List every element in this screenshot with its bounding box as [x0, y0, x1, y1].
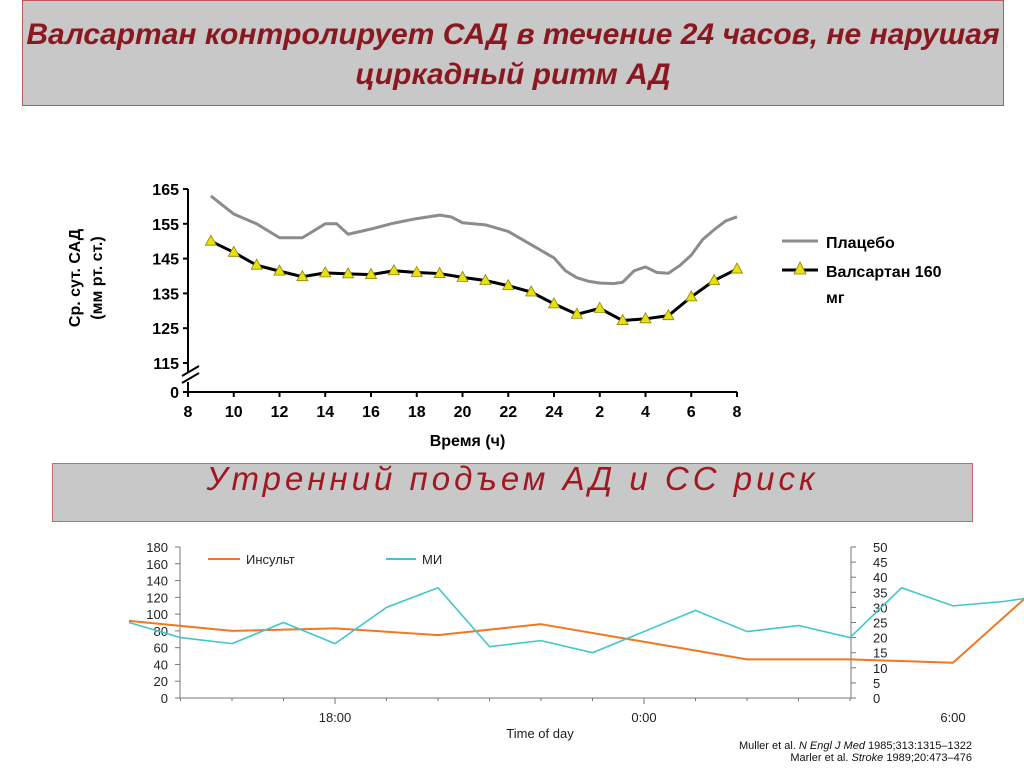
- x-tick-label: 24: [545, 404, 563, 421]
- reference-1-authors: Muller et al.: [738, 740, 799, 752]
- axis-break-mark: [181, 372, 200, 384]
- reference-2-details: 1989;20:473–476: [883, 752, 972, 764]
- reference-1-details: 1985;313:1315–1322: [864, 740, 972, 752]
- y-tick-label: 125: [152, 321, 179, 338]
- valsartan-point: [547, 297, 561, 309]
- legend-valsartan-marker: [793, 261, 807, 275]
- x-tick-label: 6: [687, 404, 696, 421]
- x-tick-label: 18: [408, 404, 426, 421]
- valsartan-point: [662, 308, 675, 321]
- legend-valsartan-label: Валсартан 160 мг: [826, 264, 942, 307]
- x-axis-label: Время (ч): [430, 433, 506, 450]
- valsartan-point: [639, 311, 652, 324]
- valsartan-point: [319, 266, 332, 278]
- axis-break-mark: [181, 365, 200, 377]
- reference-2: Marler et al. Stroke 1989;20:473–476: [790, 752, 972, 764]
- legend-valsartan-label-line: мг: [826, 290, 845, 307]
- legend-placebo-label: Плацебо: [826, 235, 895, 252]
- y-tick-label: 155: [152, 217, 179, 234]
- valsartan-point: [227, 245, 240, 257]
- banner: Утренний подъем АД и СС риск: [52, 460, 973, 522]
- valsartan-point: [616, 313, 629, 325]
- valsartan-point: [707, 273, 721, 285]
- x-tick-label: 10: [225, 404, 243, 421]
- y-axis-label-line: (мм рт. ст.): [89, 236, 106, 319]
- valsartan-point: [250, 258, 263, 270]
- x-tick-label: 8: [733, 404, 742, 421]
- y-tick-label: 165: [152, 182, 179, 199]
- x-tick-label: 8: [184, 404, 193, 421]
- valsartan-point: [570, 307, 584, 319]
- x-tick-label: 4: [641, 404, 650, 421]
- valsartan-point: [364, 267, 378, 280]
- slide-title: Валсартан контролирует САД в течение 24 …: [26, 18, 1000, 91]
- x-tick-label: 16: [362, 404, 380, 421]
- valsartan-point: [479, 273, 492, 285]
- x-tick-label: 20: [454, 404, 472, 421]
- x-tick-label: 2: [595, 404, 604, 421]
- reference-2-journal: Stroke: [851, 752, 884, 764]
- y-tick-label: 0: [170, 385, 179, 402]
- valsartan-point: [593, 301, 606, 313]
- valsartan-point: [433, 266, 446, 278]
- reference-1: Muller et al. N Engl J Med 1985;313:1315…: [739, 740, 972, 752]
- valsartan-point: [387, 263, 401, 276]
- valsartan-point: [410, 265, 423, 277]
- x-tick-label: 14: [316, 404, 334, 421]
- valsartan-point: [204, 234, 218, 246]
- y-tick-label: 135: [152, 286, 179, 303]
- valsartan-point: [524, 285, 538, 297]
- reference-1-journal: N Engl J Med: [798, 740, 865, 752]
- valsartan-point: [685, 290, 698, 302]
- x-tick-label: 22: [499, 404, 517, 421]
- reference-2-authors: Marler et al.: [790, 752, 852, 764]
- series-valsartan-line: [210, 239, 738, 323]
- title-box: Валсартан контролирует САД в течение 24 …: [22, 0, 1004, 106]
- valsartan-point: [502, 278, 515, 291]
- x-tick-label: 12: [271, 404, 289, 421]
- valsartan-point: [296, 269, 309, 282]
- y-tick-label: 115: [153, 356, 179, 373]
- valsartan-point: [730, 262, 744, 274]
- y-axis-label: Ср. сут. САД (мм рт. ст.): [67, 228, 106, 327]
- y-tick-label: 145: [152, 252, 179, 269]
- valsartan-point: [456, 270, 469, 282]
- y-axis-label-line: Ср. сут. САД: [67, 228, 84, 327]
- legend-valsartan-label-line: Валсартан 160: [826, 264, 942, 281]
- valsartan-point: [273, 264, 286, 276]
- valsartan-point: [341, 267, 355, 279]
- series-placebo-line: [209, 194, 738, 286]
- banner-text: Утренний подъем АД и СС риск: [206, 460, 819, 497]
